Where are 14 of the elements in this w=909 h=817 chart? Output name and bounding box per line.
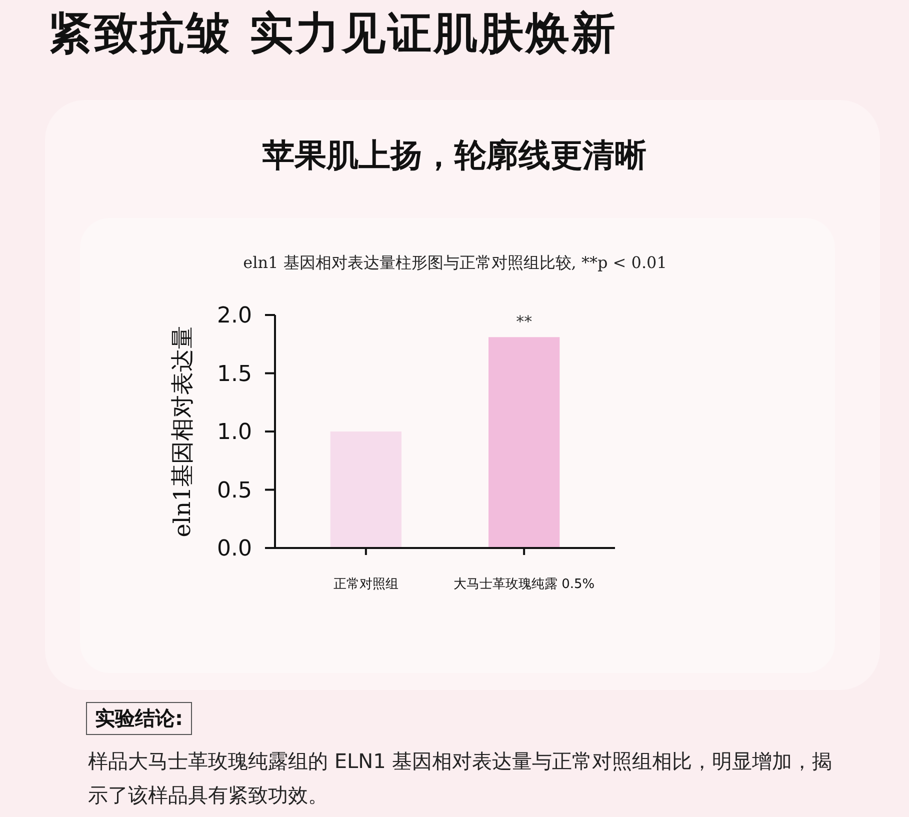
y-tick-label: 2.0 (217, 304, 252, 329)
chart-title: 紧致抗皱 实力见证肌肤焕新 (48, 7, 618, 61)
chart-subtitle: 苹果肌上扬，轮廓线更清晰 (262, 135, 648, 176)
y-tick-label: 1.0 (217, 420, 252, 446)
text: 实验结论: (86, 702, 192, 735)
x-tick-label: 大马士革玫瑰纯露 0.5% (453, 577, 595, 592)
text: eln1 基因相对表达量柱形图与正常对照组比较, **p < 0.01 (243, 253, 667, 272)
x-tick-label: 正常对照组 (333, 577, 398, 592)
text: 样品大马士革玫瑰纯露组的 ELN1 基因相对表达量与正常对照组相比，明显增加，揭示了该样品具有紧致功效。 (88, 748, 834, 809)
annotation: ** (516, 312, 532, 332)
y-tick-label: 1.5 (217, 362, 252, 387)
y-axis-title: eln1基因相对表达量 (170, 326, 196, 538)
y-tick-label: 0.0 (217, 536, 252, 562)
y-tick-label: 0.5 (217, 478, 252, 504)
